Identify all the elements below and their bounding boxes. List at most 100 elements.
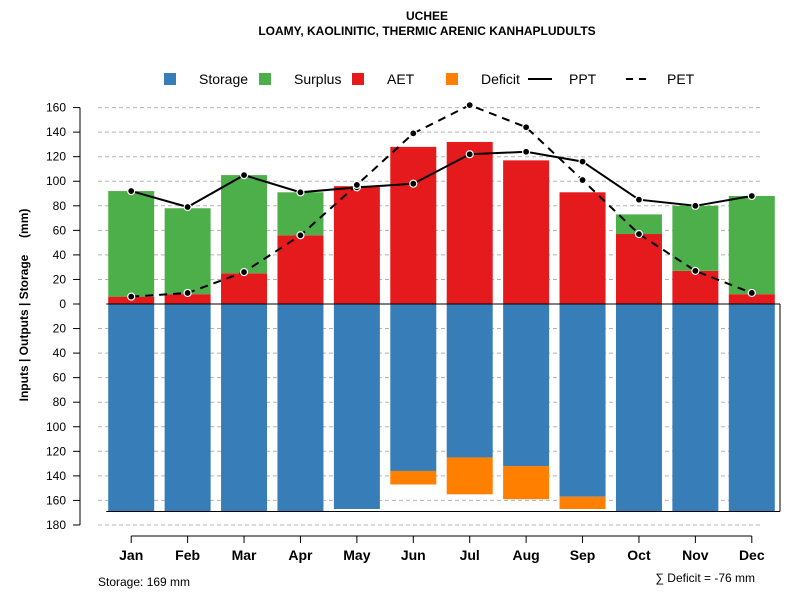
bar-deficit-sep <box>559 496 606 510</box>
ppt-point-mar <box>239 171 249 180</box>
bar-storage-mar <box>221 304 268 512</box>
y-tick-label: 40 <box>53 346 67 360</box>
y-tick-label: 20 <box>53 272 67 286</box>
pet-point-jun <box>409 129 418 138</box>
y-tick-label: 120 <box>46 444 66 458</box>
pet-point-sep <box>578 175 587 185</box>
ppt-point-apr <box>296 188 305 197</box>
bar-surplus-oct <box>615 214 662 235</box>
ppt-point-dec <box>747 191 756 201</box>
legend-label-deficit: Deficit <box>481 71 520 87</box>
pet-point-jan <box>127 292 136 301</box>
bar-storage-nov <box>672 304 719 512</box>
bar-deficit-jul <box>446 457 493 495</box>
pet-point-nov <box>691 266 700 275</box>
pet-point-oct <box>634 229 644 239</box>
series-lines <box>127 101 756 301</box>
bar-storage-aug <box>503 304 550 467</box>
bar-storage-sep <box>559 304 606 497</box>
pet-point-aug <box>522 123 531 132</box>
chart-subtitle: LOAMY, KAOLINITIC, THERMIC ARENIC KANHAP… <box>258 24 595 38</box>
ppt-line <box>130 150 752 209</box>
bar-surplus-dec <box>728 195 775 295</box>
x-tick-label-oct: Oct <box>627 547 651 563</box>
x-tick-label-feb: Feb <box>175 547 200 563</box>
legend-swatch-surplus <box>259 73 271 85</box>
bar-storage-jul <box>446 304 493 458</box>
y-tick-label: 100 <box>46 174 66 188</box>
ppt-point-jul <box>465 150 474 159</box>
bar-deficit-jun <box>390 470 437 485</box>
legend-label-ppt: PPT <box>569 71 597 87</box>
x-tick-label-jul: Jul <box>460 547 480 563</box>
y-tick-label: 40 <box>53 248 67 262</box>
bar-aet-may <box>333 186 380 304</box>
ppt-point-sep <box>578 157 587 166</box>
pet-point-apr <box>296 231 305 240</box>
pet-line <box>131 104 753 298</box>
bar-aet-jun <box>390 146 437 304</box>
footer-deficit: ∑ Deficit = -76 mm <box>655 571 755 585</box>
bar-storage-jun <box>390 304 437 471</box>
bar-surplus-mar <box>221 175 268 274</box>
bars <box>106 141 781 512</box>
pet-point-dec <box>747 288 756 298</box>
bar-storage-feb <box>164 304 211 512</box>
legend-swatch-deficit <box>446 73 458 85</box>
bar-aet-aug <box>503 160 550 304</box>
y-tick-label: 140 <box>46 125 66 139</box>
bar-surplus-feb <box>164 208 211 295</box>
y-tick-label: 160 <box>46 493 66 507</box>
ppt-point-jan <box>127 186 136 196</box>
ppt-point-jun <box>409 179 418 188</box>
bar-deficit-aug <box>503 466 550 500</box>
x-tick-label-sep: Sep <box>570 547 596 563</box>
y-tick-label: 0 <box>59 297 66 311</box>
x-tick-label-may: May <box>343 547 370 563</box>
axes: 160 140 120 100 80 60 40 20 0 20 40 60 80 100 120 140 16… <box>46 101 765 563</box>
bar-storage-oct <box>615 304 662 512</box>
ppt-point-feb <box>183 202 192 212</box>
legend-swatch-storage <box>164 73 176 85</box>
y-tick-label: 100 <box>46 420 66 434</box>
footer-storage: Storage: 169 mm <box>98 575 190 589</box>
x-tick-label-nov: Nov <box>682 547 709 563</box>
ppt-point-nov <box>691 201 700 210</box>
y-axis-label: Inputs | Outputs | Storage (mm) <box>17 209 31 402</box>
y-tick-label: 60 <box>53 223 67 237</box>
ppt-point-aug <box>522 147 531 156</box>
bar-aet-oct <box>615 234 662 304</box>
y-tick-label: 20 <box>53 322 67 336</box>
y-tick-label: 80 <box>53 199 67 213</box>
pet-point-may <box>352 180 361 190</box>
legend: Storage Surplus AET Deficit PPT PET <box>164 71 695 87</box>
y-tick-label: 60 <box>53 371 67 385</box>
legend-swatch-aet <box>352 73 364 85</box>
legend-label-aet: AET <box>387 71 415 87</box>
bar-surplus-jan <box>108 191 155 297</box>
bar-aet-jul <box>446 141 493 304</box>
x-tick-label-mar: Mar <box>232 547 257 563</box>
y-tick-label: 140 <box>46 469 66 483</box>
bar-storage-may <box>333 304 380 510</box>
y-tick-label: 180 <box>46 518 66 532</box>
x-tick-label-dec: Dec <box>739 547 765 563</box>
bar-aet-apr <box>277 235 324 304</box>
x-tick-label-aug: Aug <box>513 547 540 563</box>
bar-storage-dec <box>728 304 775 512</box>
bar-aet-feb <box>164 294 211 304</box>
x-tick-label-jan: Jan <box>119 547 143 563</box>
y-tick-label: 120 <box>46 150 66 164</box>
bar-aet-sep <box>559 192 606 304</box>
x-tick-label-jun: Jun <box>401 547 426 563</box>
pet-point-feb <box>183 288 192 298</box>
y-tick-label: 80 <box>53 395 67 409</box>
x-tick-label-apr: Apr <box>288 547 313 563</box>
bar-storage-apr <box>277 304 324 512</box>
pet-point-mar <box>239 267 249 277</box>
legend-label-surplus: Surplus <box>294 71 341 87</box>
ppt-point-oct <box>634 195 644 204</box>
pet-point-jul <box>465 101 474 110</box>
bar-aet-dec <box>728 294 775 304</box>
